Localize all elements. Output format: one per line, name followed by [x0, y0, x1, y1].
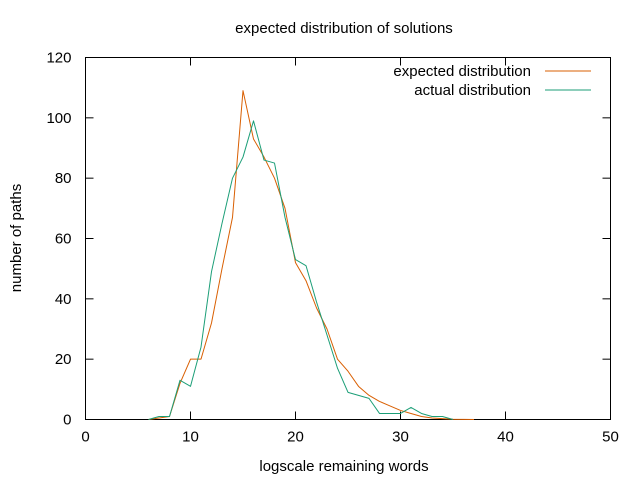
y-tick-label: 20	[55, 351, 72, 368]
x-axis-label: logscale remaining words	[259, 458, 428, 475]
chart-title: expected distribution of solutions	[235, 20, 453, 37]
y-tick-label: 40	[55, 291, 72, 308]
y-tick-label: 0	[63, 412, 71, 429]
y-tick-label: 120	[46, 50, 71, 67]
y-tick-label: 60	[55, 231, 72, 248]
y-axis-ticks: 0 20 40 60 80 100 120	[46, 50, 611, 429]
legend-label: actual distribution	[414, 82, 531, 99]
series-lines	[148, 90, 475, 420]
legend: expected distribution actual distribution	[393, 63, 591, 99]
series-line-0	[148, 90, 475, 420]
x-tick-label: 30	[392, 429, 409, 446]
x-tick-label: 50	[602, 429, 619, 446]
x-tick-label: 0	[81, 429, 89, 446]
plot-frame	[85, 57, 611, 420]
y-axis-label: number of paths	[8, 184, 25, 292]
x-tick-label: 10	[182, 429, 199, 446]
x-tick-label: 20	[287, 429, 304, 446]
legend-label: expected distribution	[393, 63, 531, 80]
x-axis-ticks: 0 10 20 30 40 50	[81, 57, 619, 446]
y-tick-label: 100	[46, 110, 71, 127]
series-line-1	[148, 120, 454, 420]
y-tick-label: 80	[55, 170, 72, 187]
x-tick-label: 40	[497, 429, 514, 446]
